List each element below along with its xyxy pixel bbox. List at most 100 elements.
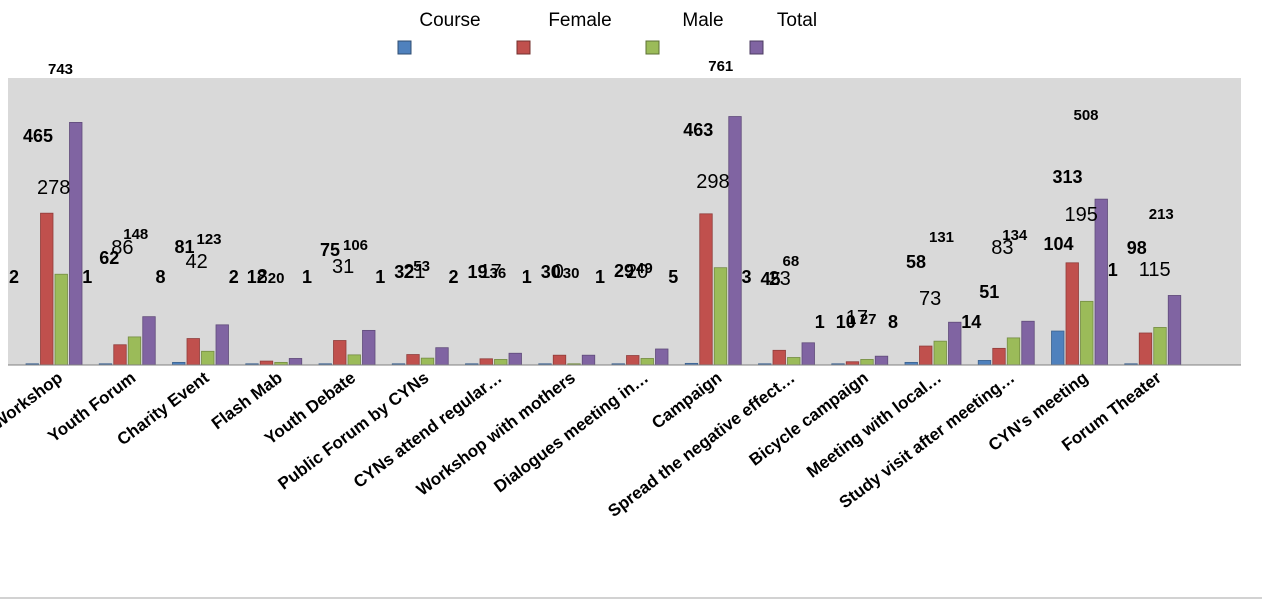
bar-total-flash-mab <box>288 358 303 366</box>
bar-female-flash-mab <box>259 360 274 366</box>
bar-total-study-visit-after-meeting <box>1021 320 1035 366</box>
bar-female-forum-theater <box>1138 332 1153 366</box>
bar-male-bicycle-campaign <box>860 359 874 366</box>
legend: Course Female Male Total <box>397 10 817 55</box>
data-label-total-bicycle-campaign: 27 <box>860 311 877 328</box>
data-label-female-cyns-attend-regular: 19 <box>468 262 488 282</box>
data-label-total-forum-theater: 213 <box>1149 206 1174 223</box>
data-label-course-cyn-s-meeting: 104 <box>1044 234 1074 254</box>
data-label-total-flash-mab: 20 <box>268 270 285 287</box>
data-label-total-charity-event: 123 <box>197 231 222 248</box>
data-label-total-campaign: 761 <box>708 58 733 75</box>
data-label-male-cyn-s-meeting: 195 <box>1065 204 1098 226</box>
bar-total-workshop-with-mothers <box>581 354 596 366</box>
data-label-total-cyns-attend-regular: 36 <box>490 265 507 282</box>
bar-female-cyn-s-meeting <box>1065 262 1079 366</box>
legend-label-course: Course <box>419 10 480 31</box>
data-label-female-meeting-with-local: 58 <box>906 252 926 272</box>
data-label-female-flash-mab: 12 <box>247 267 267 287</box>
x-tick-label-bicycle-campaign: Bicycle campaign <box>746 368 872 470</box>
data-label-total-public-forum-by-cyns: 53 <box>413 258 430 275</box>
data-label-female-study-visit-after-meeting: 51 <box>979 282 999 302</box>
bar-total-meeting-with-local <box>948 321 962 366</box>
bar-total-dialogues-meeting-in <box>655 348 669 366</box>
data-label-course-public-forum-by-cyns: 1 <box>375 267 385 287</box>
bar-female-dialogues-meeting-in <box>626 355 640 366</box>
legend-label-total: Total <box>777 10 817 31</box>
bar-male-cyns-attend-regular <box>494 359 508 366</box>
legend-swatch-female <box>516 40 531 55</box>
bar-total-public-forum-by-cyns <box>435 347 449 366</box>
bar-total-cyns-attend-regular <box>508 352 522 366</box>
bar-male-campaign <box>713 267 728 366</box>
data-label-course-forum-theater: 1 <box>1108 260 1118 280</box>
bar-male-youth-debate <box>347 354 361 366</box>
data-label-male-flash-mab: 8 <box>257 266 268 288</box>
data-label-course-study-visit-after-meeting: 14 <box>961 312 981 332</box>
data-label-female-public-forum-by-cyns: 32 <box>394 262 414 282</box>
data-label-course-youth-debate: 1 <box>302 267 312 287</box>
data-label-male-campaign: 298 <box>696 171 729 193</box>
data-label-female-workshop-with-mothers: 30 <box>541 262 561 282</box>
bar-total-charity-event <box>215 324 229 366</box>
data-label-course-workshop: 2 <box>9 267 19 287</box>
bar-course-study-visit-after-meeting <box>977 360 992 366</box>
legend-label-female: Female <box>548 10 611 31</box>
bar-female-spread-the-negative-effect <box>772 349 786 366</box>
data-label-total-study-visit-after-meeting: 134 <box>1002 227 1028 244</box>
data-label-male-bicycle-campaign: 17 <box>846 307 868 329</box>
bar-male-meeting-with-local <box>933 340 947 366</box>
bar-male-dialogues-meeting-in <box>640 358 654 366</box>
data-label-course-cyns-attend-regular: 2 <box>449 267 459 287</box>
bar-male-charity-event <box>201 350 215 366</box>
data-label-male-public-forum-by-cyns: 21 <box>403 261 425 283</box>
data-label-course-campaign: 5 <box>668 267 678 287</box>
data-label-total-workshop: 743 <box>48 61 73 78</box>
bar-female-cyns-attend-regular <box>479 358 493 366</box>
bar-female-youth-forum <box>113 344 127 366</box>
data-label-male-charity-event: 42 <box>186 251 208 273</box>
data-label-female-spread-the-negative-effect: 45 <box>761 269 781 289</box>
data-label-course-charity-event: 8 <box>156 267 166 287</box>
data-label-female-campaign: 463 <box>683 120 713 140</box>
data-label-female-youth-debate: 75 <box>320 240 340 260</box>
data-label-course-bicycle-campaign: 1 <box>815 312 825 332</box>
data-label-course-workshop-with-mothers: 1 <box>522 267 532 287</box>
data-label-total-workshop-with-mothers: 30 <box>563 265 580 282</box>
data-label-female-workshop: 465 <box>23 126 53 146</box>
plot-area <box>8 78 1241 365</box>
data-label-female-bicycle-campaign: 10 <box>836 312 856 332</box>
data-label-female-youth-forum: 62 <box>99 248 119 268</box>
bar-male-workshop <box>54 273 68 366</box>
data-label-male-dialogues-meeting-in: 20 <box>626 261 648 283</box>
data-label-total-youth-debate: 106 <box>343 237 368 254</box>
bar-male-cyn-s-meeting <box>1080 300 1094 366</box>
bar-male-forum-theater <box>1153 327 1167 366</box>
data-label-course-flash-mab: 2 <box>229 267 239 287</box>
bar-male-spread-the-negative-effect <box>787 357 801 366</box>
data-label-total-spread-the-negative-effect: 68 <box>783 253 800 270</box>
data-label-course-meeting-with-local: 8 <box>888 312 898 332</box>
data-label-course-spread-the-negative-effect: 3 <box>742 267 752 287</box>
data-label-course-youth-forum: 1 <box>82 267 92 287</box>
bar-female-workshop-with-mothers <box>552 354 567 366</box>
data-label-female-forum-theater: 98 <box>1127 238 1147 258</box>
data-label-male-workshop: 278 <box>37 177 70 199</box>
bar-female-meeting-with-local <box>919 345 933 366</box>
legend-swatch-total <box>749 40 764 55</box>
bar-total-spread-the-negative-effect <box>801 342 815 366</box>
bar-total-workshop <box>69 122 83 366</box>
bar-female-campaign <box>699 213 713 366</box>
bar-total-youth-forum <box>142 316 156 366</box>
data-label-female-cyn-s-meeting: 313 <box>1053 167 1083 187</box>
data-label-total-cyn-s-meeting: 508 <box>1074 107 1099 124</box>
bar-female-youth-debate <box>333 340 347 366</box>
bar-female-charity-event <box>186 338 200 366</box>
data-label-male-youth-forum: 86 <box>111 237 133 259</box>
bars-group <box>25 116 1182 366</box>
bar-male-public-forum-by-cyns <box>420 357 435 366</box>
legend-swatch-course <box>397 40 412 55</box>
data-label-female-charity-event: 81 <box>175 237 195 257</box>
